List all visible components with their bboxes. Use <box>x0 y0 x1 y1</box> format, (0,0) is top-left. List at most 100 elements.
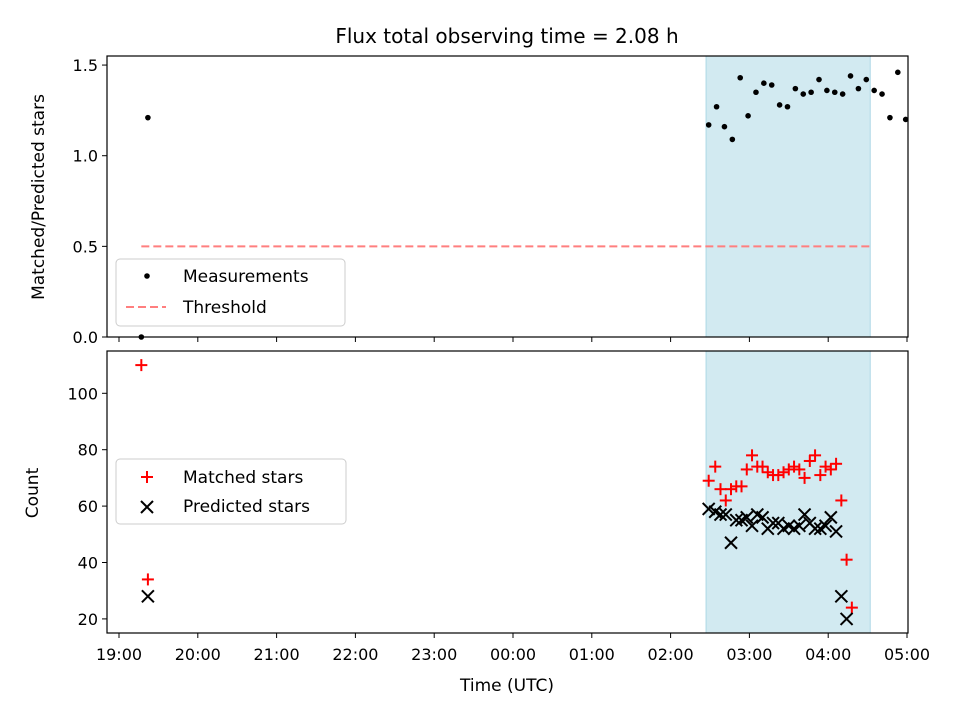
measurement-point <box>839 91 846 97</box>
predicted-star-point <box>839 612 854 626</box>
predicted-star-point <box>141 589 155 604</box>
bottom-y-tick-label: 40 <box>78 554 98 573</box>
measurement-point <box>902 116 909 123</box>
predicted-star-point <box>766 516 780 530</box>
matched-star-point <box>835 494 848 507</box>
matched-star-point <box>702 474 715 487</box>
measurement-point <box>879 91 885 97</box>
measurement-point <box>895 69 901 76</box>
matched-star-point <box>761 466 774 479</box>
bottom-y-tick-label: 20 <box>78 610 98 629</box>
legend-matched-label: Matched stars <box>183 468 303 488</box>
legend-threshold-label: Threshold <box>182 298 267 318</box>
predicted-star-point <box>724 536 738 550</box>
legend-measurements-marker <box>144 273 150 279</box>
matched-star-point <box>772 469 785 482</box>
predicted-star-point <box>745 519 759 533</box>
matched-star-point <box>814 469 827 482</box>
x-tick-label: 00:00 <box>490 645 536 664</box>
matched-star-point <box>141 573 154 586</box>
bottom-y-tick-label: 100 <box>67 384 98 403</box>
matched-star-point <box>756 460 769 473</box>
top-legend: Measurements Threshold <box>115 258 346 327</box>
top-y-tick-label: 1.0 <box>73 147 98 166</box>
matched-star-point <box>788 460 801 473</box>
x-axis-label: Time (UTC) <box>459 676 554 696</box>
x-tick-label: 01:00 <box>569 645 615 664</box>
measurement-point <box>145 114 151 121</box>
x-tick-label: 21:00 <box>254 645 300 664</box>
measurement-point <box>761 80 767 86</box>
legend-matched-marker <box>141 471 153 483</box>
x-tick-label: 03:00 <box>726 645 772 664</box>
matched-star-point <box>803 454 816 467</box>
measurement-point <box>729 136 736 143</box>
predicted-star-point <box>824 510 838 525</box>
matched-star-point <box>135 359 148 372</box>
predicted-star-point <box>797 507 812 522</box>
measurement-point <box>737 74 744 81</box>
x-tick-label: 19:00 <box>96 645 142 664</box>
measurement-point <box>721 123 728 130</box>
top-y-tick-label: 0.0 <box>73 328 98 347</box>
predicted-star-point <box>818 519 833 533</box>
measurement-point <box>784 103 791 110</box>
measurement-point <box>887 114 893 121</box>
top-panel: 0.0 0.5 1.0 1.5 Matched/Predicted stars Mea… <box>29 55 909 347</box>
x-tick-label: 20:00 <box>175 645 221 664</box>
matched-star-point <box>777 466 790 479</box>
matched-star-point <box>809 449 822 462</box>
bottom-y-tick-label: 60 <box>78 497 98 516</box>
predicted-star-point <box>792 519 807 533</box>
matched-star-point <box>830 457 843 470</box>
measurement-point <box>792 85 799 92</box>
matched-star-point <box>709 460 722 473</box>
predicted-star-point <box>834 589 849 604</box>
bottom-y-axis-label: Count <box>23 467 43 518</box>
x-tick-label: 02:00 <box>648 645 694 664</box>
matched-star-point <box>793 463 806 476</box>
measurement-point <box>863 76 870 83</box>
chart-title: Flux total observing time = 2.08 h <box>335 24 678 48</box>
predicted-star-point <box>829 524 843 539</box>
matched-star-point <box>746 449 759 462</box>
matched-star-point <box>819 460 832 473</box>
matched-star-point <box>714 483 727 496</box>
measurement-point <box>824 87 830 94</box>
top-plot-frame <box>106 55 909 338</box>
x-tick-label: 22:00 <box>332 645 378 664</box>
matched-star-point <box>740 463 753 476</box>
x-tick-label: 05:00 <box>884 645 930 664</box>
legend-predicted-label: Predicted stars <box>183 497 310 517</box>
measurement-point <box>831 89 838 96</box>
measurement-point <box>705 122 712 128</box>
legend-measurements-label: Measurements <box>183 267 309 287</box>
measurement-point <box>800 91 807 97</box>
measurement-point <box>776 102 783 108</box>
top-y-tick-label: 1.5 <box>73 56 98 75</box>
matched-star-point <box>840 553 853 566</box>
measurement-point <box>816 76 822 83</box>
matched-star-point <box>845 601 858 614</box>
top-y-tick-label: 0.5 <box>73 237 98 256</box>
x-tick-label: 04:00 <box>805 645 851 664</box>
predicted-star-point <box>808 521 822 536</box>
legend-predicted-marker <box>140 500 154 514</box>
bottom-panel: 20 40 60 80 100 19:00 20:00 21:00 22:00 23:00 00:0… <box>23 350 930 696</box>
predicted-star-point <box>755 510 770 525</box>
measurement-point <box>808 89 814 96</box>
measurement-point <box>847 73 854 79</box>
bottom-y-tick-label: 80 <box>78 441 98 460</box>
measurement-point <box>745 113 751 119</box>
bottom-plot-frame <box>106 350 909 634</box>
predicted-star-point <box>719 507 733 522</box>
matched-star-point <box>719 494 732 507</box>
measurement-point <box>753 89 759 96</box>
bottom-legend: Matched stars Predicted stars <box>115 458 347 525</box>
matched-star-point <box>725 483 738 496</box>
measurement-point <box>871 87 877 94</box>
predicted-star-point <box>713 507 728 522</box>
predicted-star-point <box>729 513 743 527</box>
measurement-point <box>713 103 720 110</box>
